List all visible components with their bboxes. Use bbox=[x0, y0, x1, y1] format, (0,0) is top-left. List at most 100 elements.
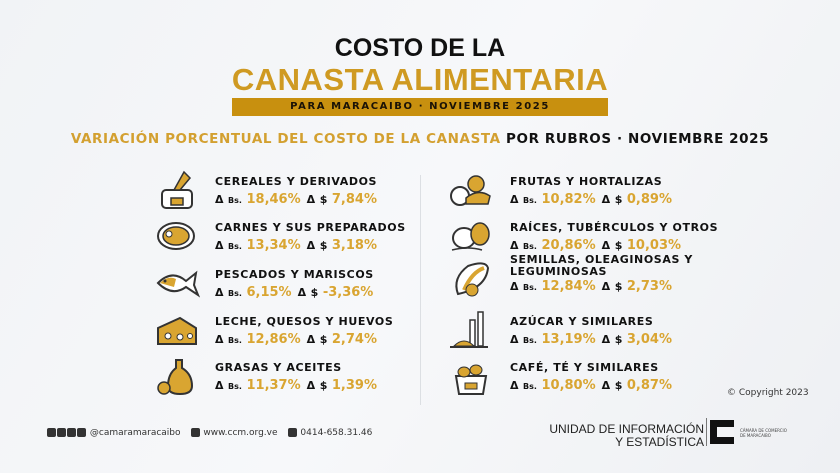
org-name: CÁMARA DE COMERCIO DE MARACAIBO bbox=[740, 428, 787, 438]
tubers-icon bbox=[451, 222, 490, 251]
title-line-2: CANASTA ALIMENTARIA bbox=[231, 62, 609, 97]
cheese-icon bbox=[157, 316, 197, 345]
delta-symbol: Δ bbox=[601, 193, 611, 206]
divider bbox=[420, 175, 421, 405]
social-handle: @camaramaracaibo bbox=[89, 428, 181, 438]
delta-symbol: Δ bbox=[215, 286, 224, 299]
category-name: AZÚCAR Y SIMILARES bbox=[510, 315, 654, 328]
category-name: PESCADOS Y MARISCOS bbox=[215, 268, 374, 281]
usd-label: $ bbox=[614, 333, 623, 346]
grain-sack-icon bbox=[161, 170, 193, 209]
bs-variation: 11,37% bbox=[246, 378, 301, 393]
category-values: Δ Bs. 18,46% Δ $ 7,84% bbox=[215, 192, 383, 207]
category-name: FRUTAS Y HORTALIZAS bbox=[510, 175, 663, 188]
usd-variation: 0,89% bbox=[626, 192, 672, 207]
category-name: GRASAS Y ACEITES bbox=[215, 361, 342, 374]
usd-label: $ bbox=[614, 379, 623, 392]
bs-variation: 13,19% bbox=[541, 332, 596, 347]
bs-variation: 18,46% bbox=[246, 192, 301, 207]
usd-label: $ bbox=[319, 379, 328, 392]
category-item: AZÚCAR Y SIMILARES Δ Bs. 13,19% Δ $ 3,04% bbox=[448, 310, 738, 354]
usd-label: $ bbox=[614, 193, 623, 206]
usd-variation: 2,73% bbox=[626, 279, 672, 294]
delta-symbol: Δ bbox=[601, 280, 611, 293]
category-values: Δ Bs. 11,37% Δ $ 1,39% bbox=[215, 378, 383, 393]
usd-variation: 3,04% bbox=[626, 332, 672, 347]
phone: 0414-658.31.46 bbox=[287, 428, 373, 438]
category-values: Δ Bs. 13,19% Δ $ 3,04% bbox=[510, 332, 678, 347]
coffee-sack-icon bbox=[454, 364, 488, 395]
delta-symbol: Δ bbox=[215, 379, 224, 392]
usd-variation: 3,18% bbox=[331, 238, 377, 253]
fish-icon bbox=[156, 270, 200, 298]
bs-variation: 12,86% bbox=[246, 332, 301, 347]
footer-separator bbox=[706, 418, 707, 446]
category-name: CEREALES Y DERIVADOS bbox=[215, 175, 378, 188]
category-item: RAÍCES, TUBÉRCULOS Y OTROS Δ Bs. 20,86% Δ… bbox=[448, 216, 738, 260]
x-icon bbox=[77, 428, 86, 437]
category-name: LECHE, QUESOS Y HUEVOS bbox=[215, 315, 394, 328]
social-links[interactable]: @camaramaracaibo bbox=[47, 428, 181, 438]
phone-text: 0414-658.31.46 bbox=[300, 428, 373, 438]
subtitle-black: POR RUBROS · NOVIEMBRE 2025 bbox=[500, 131, 770, 147]
bs-variation: 13,34% bbox=[246, 238, 301, 253]
category-item: FRUTAS Y HORTALIZAS Δ Bs. 10,82% Δ $ 0,89… bbox=[448, 170, 738, 214]
footer-contacts: @camaramaracaibo www.ccm.org.ve 0414-658… bbox=[47, 428, 372, 438]
bs-label: Bs. bbox=[228, 242, 242, 251]
bs-label: Bs. bbox=[228, 382, 242, 391]
ccm-logo bbox=[710, 420, 734, 444]
usd-variation: 7,84% bbox=[331, 192, 377, 207]
category-item: CARNES Y SUS PREPARADOS Δ Bs. 13,34% Δ $ … bbox=[154, 216, 444, 260]
facebook-icon bbox=[57, 428, 66, 437]
delta-symbol: Δ bbox=[510, 379, 519, 392]
oil-bottle-icon bbox=[157, 359, 194, 396]
meat-icon bbox=[157, 222, 195, 250]
subtitle-gold: VARIACIÓN PORCENTUAL DEL COSTO DE LA CAN… bbox=[70, 131, 501, 147]
seeds-icon bbox=[455, 262, 490, 297]
sugarcane-icon bbox=[450, 311, 488, 348]
category-item: SEMILLAS, OLEAGINOSAS Y LEGUMINOSAS Δ Bs… bbox=[448, 254, 738, 302]
category-values: Δ Bs. 12,86% Δ $ 2,74% bbox=[215, 332, 393, 347]
copyright: © Copyright 2023 bbox=[727, 388, 809, 398]
bs-label: Bs. bbox=[523, 382, 537, 391]
delta-symbol: Δ bbox=[215, 193, 224, 206]
usd-variation: 10,03% bbox=[626, 238, 682, 253]
banner: PARA MARACAIBO · NOVIEMBRE 2025 bbox=[232, 98, 608, 116]
website-link[interactable]: www.ccm.org.ve bbox=[190, 428, 278, 438]
delta-symbol: Δ bbox=[306, 193, 316, 206]
category-name-2: LEGUMINOSAS bbox=[510, 265, 608, 278]
delta-symbol: Δ bbox=[297, 286, 307, 299]
bs-variation: 20,86% bbox=[541, 238, 596, 253]
delta-symbol: Δ bbox=[601, 379, 611, 392]
bs-label: Bs. bbox=[228, 336, 242, 345]
usd-label: $ bbox=[310, 286, 319, 299]
bs-label: Bs. bbox=[228, 196, 242, 205]
bs-label: Bs. bbox=[523, 336, 537, 345]
youtube-icon bbox=[67, 428, 76, 437]
category-item: LECHE, QUESOS Y HUEVOS Δ Bs. 12,86% Δ $ 2… bbox=[154, 310, 444, 354]
unit-line-2: Y ESTADÍSTICA bbox=[615, 435, 704, 449]
delta-symbol: Δ bbox=[510, 193, 519, 206]
category-item: CAFÉ, TÉ Y SIMILARES Δ Bs. 10,80% Δ $ 0,8… bbox=[448, 356, 738, 400]
category-item: GRASAS Y ACEITES Δ Bs. 11,37% Δ $ 1,39% bbox=[154, 356, 444, 400]
usd-variation: 0,87% bbox=[626, 378, 672, 393]
bs-variation: 10,82% bbox=[541, 192, 596, 207]
usd-label: $ bbox=[319, 333, 328, 346]
delta-symbol: Δ bbox=[510, 333, 519, 346]
category-name: CAFÉ, TÉ Y SIMILARES bbox=[510, 361, 659, 374]
delta-symbol: Δ bbox=[306, 379, 316, 392]
category-values: Δ Bs. 6,15% Δ $ -3,36% bbox=[215, 285, 379, 300]
bs-label: Bs. bbox=[228, 289, 242, 298]
usd-variation: 2,74% bbox=[331, 332, 377, 347]
delta-symbol: Δ bbox=[215, 239, 224, 252]
website-text: www.ccm.org.ve bbox=[203, 428, 278, 438]
category-item: CEREALES Y DERIVADOS Δ Bs. 18,46% Δ $ 7,8… bbox=[154, 170, 444, 214]
bs-variation: 6,15% bbox=[246, 285, 292, 300]
delta-symbol: Δ bbox=[215, 333, 224, 346]
unit-line-1: UNIDAD DE INFORMACIÓN bbox=[549, 422, 704, 436]
usd-label: $ bbox=[614, 239, 623, 252]
delta-symbol: Δ bbox=[306, 239, 316, 252]
category-values: Δ Bs. 12,84% Δ $ 2,73% bbox=[510, 279, 693, 294]
category-item: PESCADOS Y MARISCOS Δ Bs. 6,15% Δ $ -3,36… bbox=[154, 263, 444, 307]
category-values: Δ Bs. 10,80% Δ $ 0,87% bbox=[510, 378, 678, 393]
